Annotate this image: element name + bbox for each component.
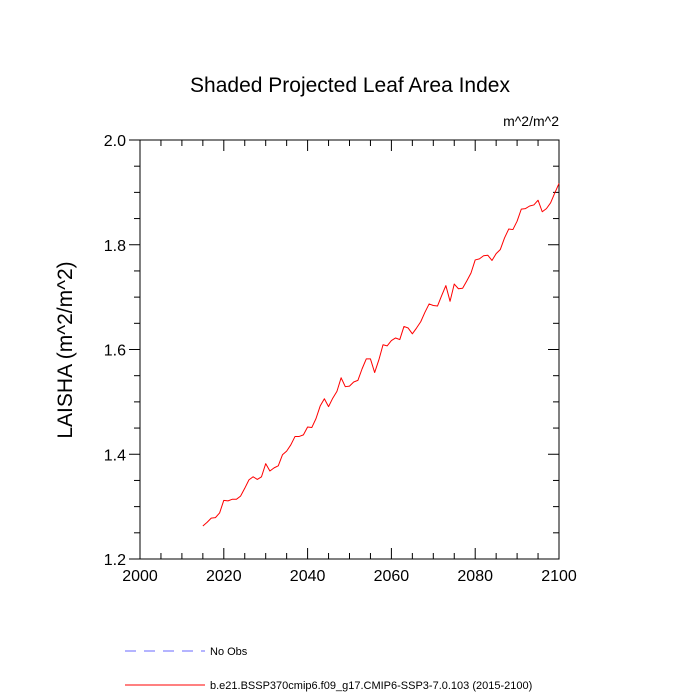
y-tick-label: 1.6 [104,343,126,360]
chart-title: Shaded Projected Leaf Area Index [190,74,510,97]
legend-label-series: b.e21.BSSP370cmip6.f09_g17.CMIP6-SSP3-7.… [210,680,532,692]
x-tick-label: 2060 [374,568,410,585]
x-tick-label: 2100 [541,568,577,585]
y-tick-label: 1.4 [104,447,126,464]
x-tick-label: 2080 [457,568,493,585]
x-tick-label: 2020 [206,568,242,585]
plot-frame [139,139,560,560]
x-tick-label: 2040 [290,568,326,585]
y-tick-label: 1.2 [104,552,126,569]
units-label: m^2/m^2 [503,113,559,129]
legend-label-no-obs: No Obs [210,646,248,658]
y-tick-label: 2.0 [104,133,126,150]
y-tick-label: 1.8 [104,238,126,255]
x-tick-label: 2000 [122,568,158,585]
series-line-laisha [202,183,560,527]
y-axis-label: LAISHA (m^2/m^2) [54,261,77,438]
